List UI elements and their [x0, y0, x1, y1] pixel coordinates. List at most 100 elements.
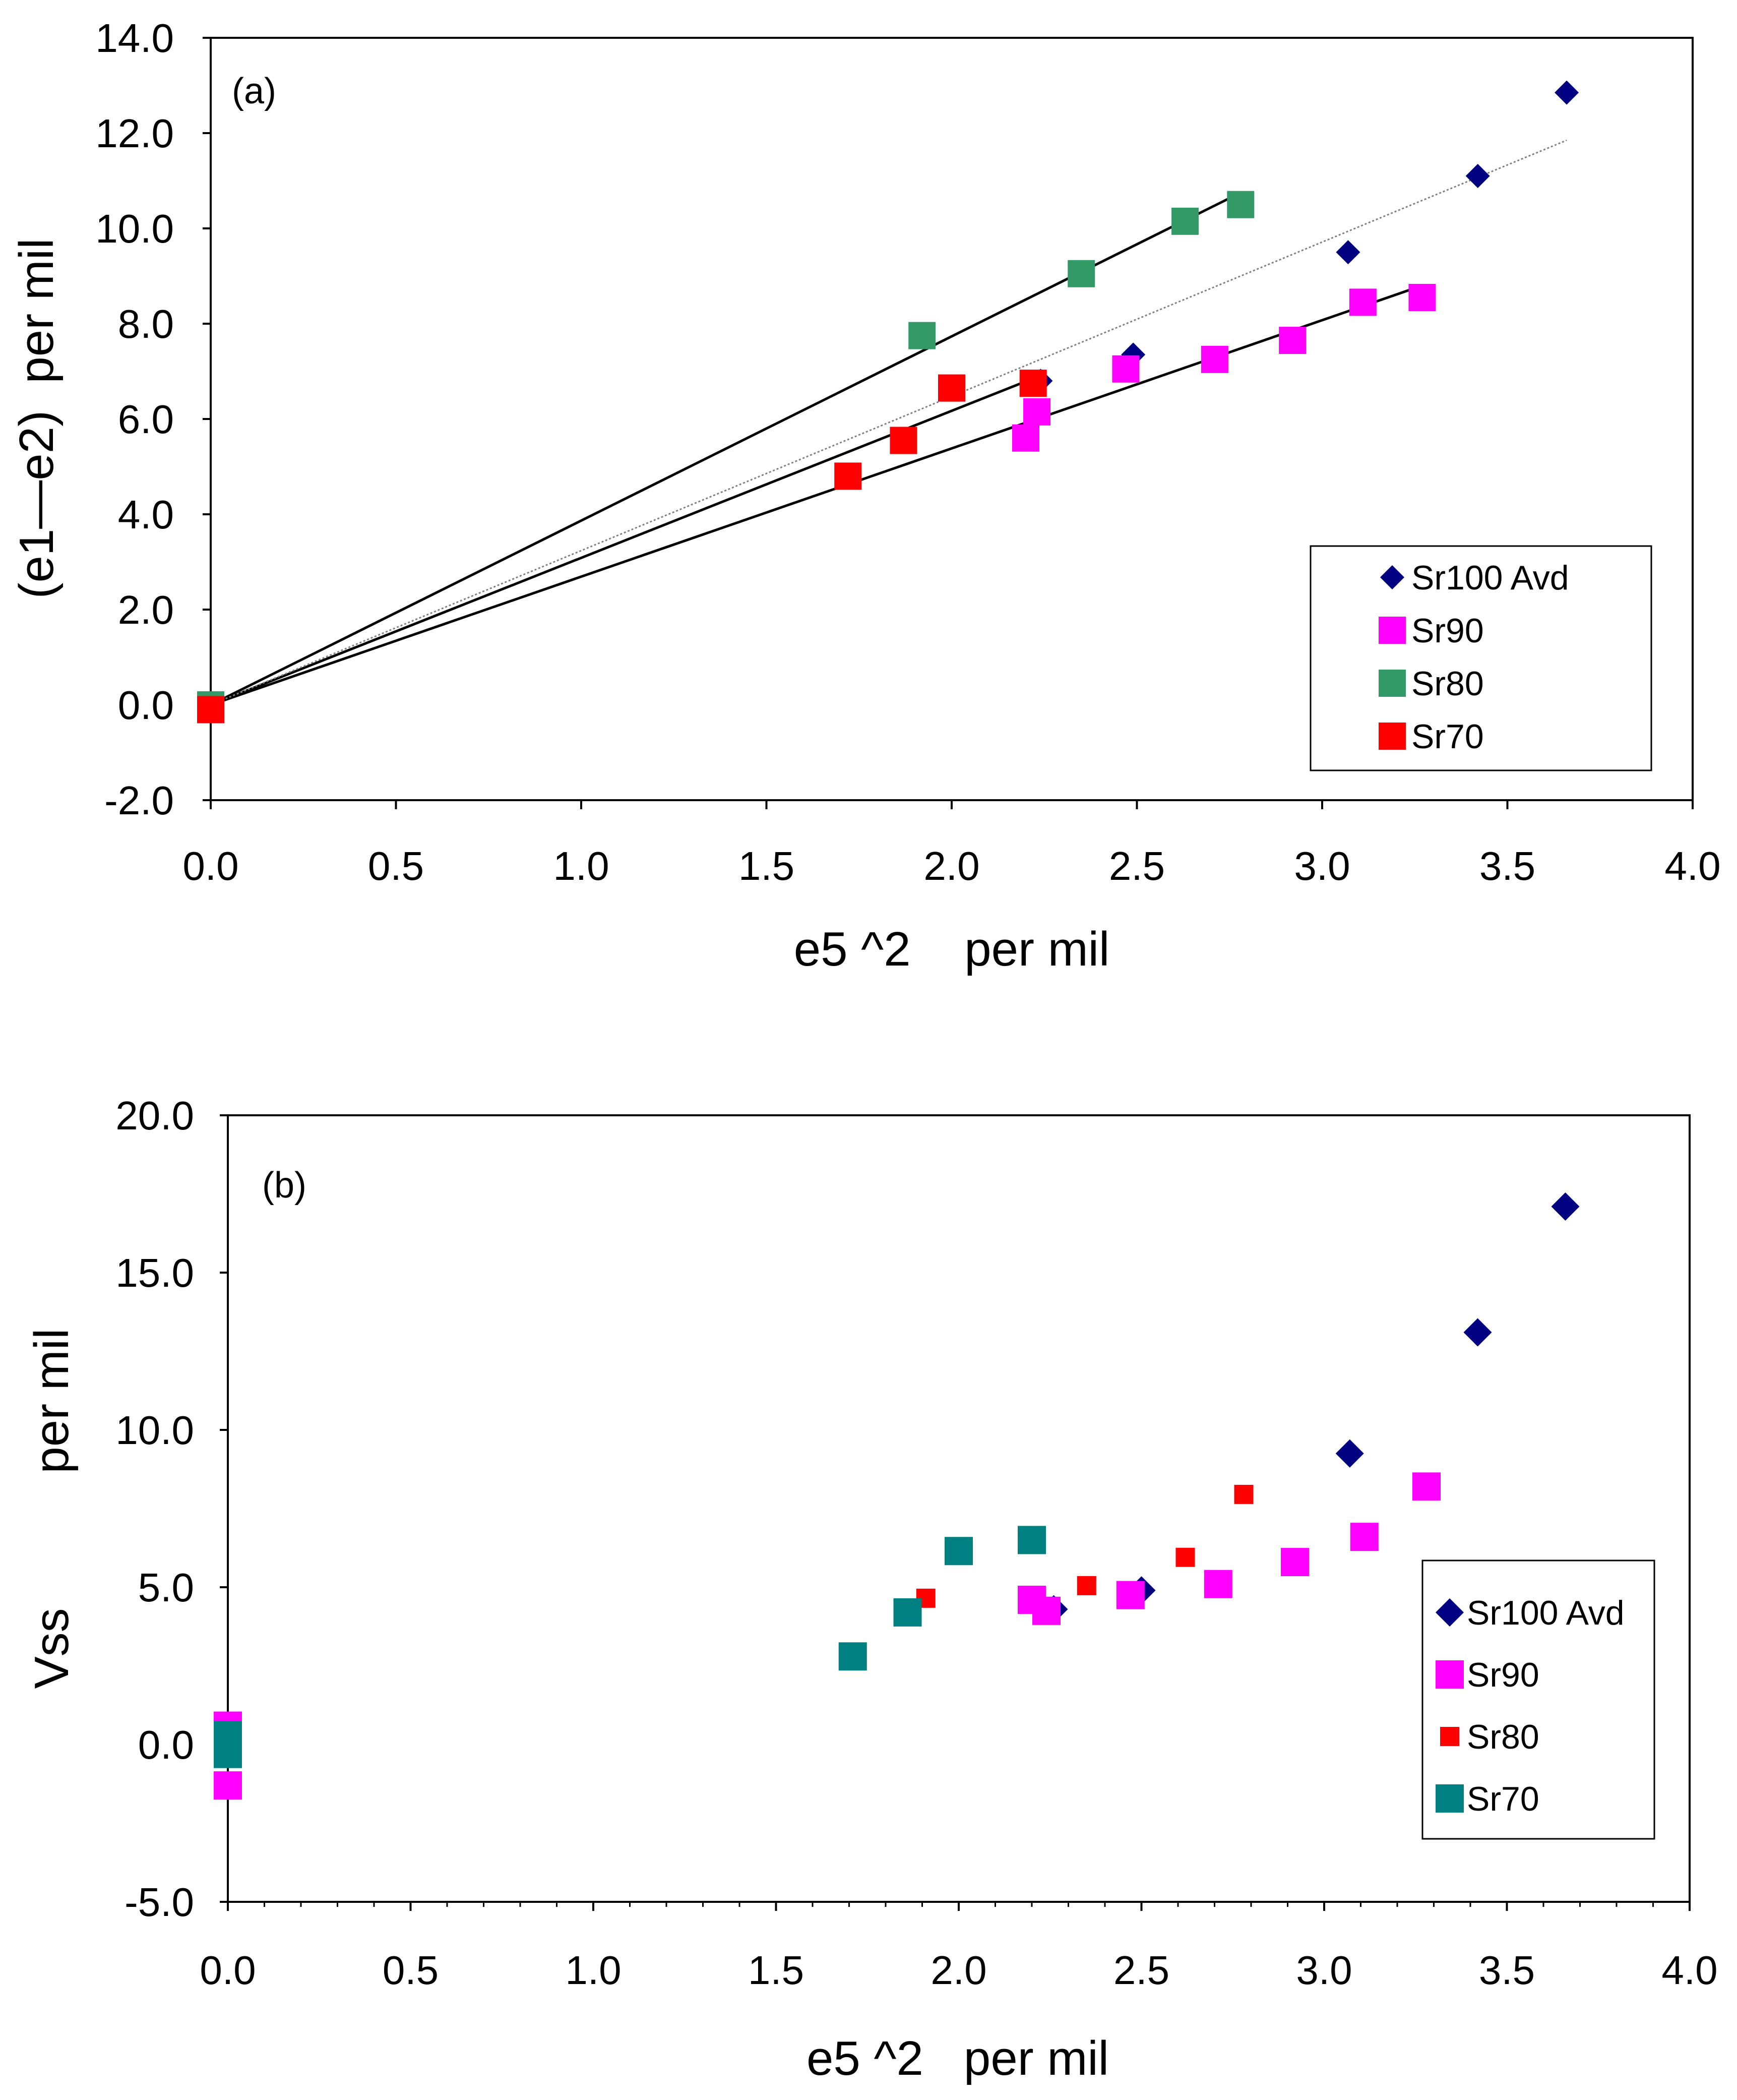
panel-b-x-tick-label: 3.0 [1296, 1948, 1352, 1993]
panel-a-y-tick-label: 10.0 [95, 206, 174, 251]
panel-a-fit-line [210, 139, 1567, 706]
panel-b-point-sr100-avd [1463, 1318, 1492, 1347]
panel-b-legend-label-sr100-avd: Sr100 Avd [1467, 1594, 1625, 1632]
panel-b-point-sr80 [1077, 1576, 1096, 1595]
panel-a-point-sr70 [834, 462, 862, 490]
panel-a-point-sr90 [1349, 288, 1377, 316]
panel-a-legend-box [1310, 545, 1652, 771]
panel-b-legend-marker-sr90 [1436, 1660, 1464, 1689]
panel-b-point-sr70 [893, 1598, 922, 1627]
panel-a-y-tick-label: 4.0 [118, 492, 174, 537]
panel-a-x-tick-label: 3.0 [1294, 844, 1350, 888]
panel-b-point-sr90 [1116, 1581, 1145, 1609]
panel-a-x-tick-label: 0.5 [368, 844, 424, 888]
panel-b-point-sr90 [1032, 1596, 1061, 1625]
panel-a-y-tick-label: 12.0 [95, 111, 174, 156]
panel-a-point-sr90 [1201, 345, 1228, 373]
panel-b-point-sr90 [1412, 1472, 1441, 1501]
panel-a-y-tick-label: 8.0 [118, 302, 174, 346]
panel-a-legend-label-sr90: Sr90 [1411, 612, 1484, 650]
panel-b-y-tick-label: -5.0 [125, 1880, 194, 1925]
panel-b-point-sr70 [1018, 1526, 1046, 1554]
panel-a-y-tick-label: -2.0 [104, 778, 174, 823]
panel-b-point-sr100-avd [1335, 1439, 1364, 1468]
panel-a-point-sr70 [938, 374, 965, 402]
panel-a-x-tick-labels: 0.0 0.5 1.0 1.5 2.0 2.5 3.0 3.5 4.0 [182, 844, 1720, 888]
panel-b-x-tick-label: 1.5 [748, 1948, 804, 1993]
panel-a-point-sr70 [890, 427, 917, 454]
panel-b-x-axis-title: e5 ^2 per mil [807, 2031, 1109, 2085]
panel-a-y-tick-label: 14.0 [95, 16, 174, 61]
panel-a-x-tick-label: 0.0 [182, 844, 238, 888]
panel-a-point-sr80 [1227, 191, 1255, 218]
panel-a-point-sr90 [1408, 284, 1436, 312]
panel-b-point-sr70 [214, 1739, 242, 1768]
panel-b-legend-marker-sr80 [1440, 1727, 1459, 1746]
panel-b-point-sr100-avd [1551, 1192, 1580, 1221]
panel-a-x-tick-label: 1.5 [738, 844, 794, 888]
panel-b-x-tick-label: 4.0 [1661, 1948, 1717, 1993]
panel-b: 20.015.010.05.00.0-5.0 0.0 0.5 1.0 1.5 2.0 2.… [25, 1093, 1718, 2085]
panel-b-x-tick-label: 0.5 [383, 1948, 439, 1993]
panel-b-point-sr80 [1234, 1484, 1254, 1504]
panel-a-y-tick-label: 2.0 [118, 587, 174, 632]
panel-a-point-sr100-avd [1336, 240, 1360, 265]
panel-b-point-sr90 [1350, 1523, 1379, 1551]
panel-b-legend-label-sr70: Sr70 [1467, 1780, 1539, 1818]
panel-a-y-tick-labels: 14.0 12.0 10.0 8.0 6.0 4.0 2.0 0.0 -2.0 [95, 16, 174, 823]
panel-a-x-tick-label: 1.0 [553, 844, 609, 888]
panel-b-y-tick-label: 5.0 [138, 1565, 194, 1610]
panel-a-legend-marker-sr80 [1379, 670, 1406, 697]
panel-a-point-sr80 [1068, 260, 1095, 287]
panel-a-points [197, 80, 1579, 724]
panel-b-label: (b) [262, 1165, 306, 1206]
panel-b-x-tick-labels: 0.0 0.5 1.0 1.5 2.0 2.5 3.0 3.5 4.0 [200, 1948, 1717, 1993]
panel-b-y-tick-label: 10.0 [115, 1408, 194, 1453]
panel-a-label: (a) [232, 71, 276, 111]
panel-b-points [214, 1192, 1580, 1800]
panel-b-x-tick-label: 2.0 [930, 1948, 986, 1993]
panel-a-point-sr70 [1019, 370, 1047, 397]
panel-b-y-tick-labels: 20.0 15.0 10.0 5.0 0.0 -5.0 [115, 1093, 194, 1925]
panel-a-point-sr90 [1023, 398, 1051, 426]
panel-a-x-axis-title: e5 ^2 per mil [794, 922, 1110, 976]
panel-b-legend-label-sr90: Sr90 [1467, 1656, 1539, 1694]
panel-a-y-tick-label: 6.0 [118, 397, 174, 442]
panel-a-legend-marker-sr70 [1379, 723, 1406, 750]
panel-a: 14.012.010.08.06.04.02.00.0-2.0 0.0 0.5 1.… [10, 16, 1721, 976]
panel-b-ticks [220, 1114, 1691, 1911]
panel-a-ticks [203, 37, 1694, 809]
panel-a-point-sr70 [197, 696, 224, 724]
panel-a-y-tick-label: 0.0 [118, 683, 174, 728]
panel-a-legend-label-sr70: Sr70 [1411, 717, 1484, 756]
panel-b-y-axis-title: Vss per mil [25, 1329, 79, 1689]
panel-a-x-tick-label: 3.5 [1479, 844, 1535, 888]
panel-a-point-sr90 [1112, 355, 1140, 383]
panel-b-y-tick-label: 0.0 [138, 1722, 194, 1767]
panel-b-legend-label-sr80: Sr80 [1467, 1718, 1539, 1756]
panel-a-legend: Sr100 Avd Sr90 Sr80 Sr70 [1310, 545, 1652, 771]
panel-a-legend-label-sr100-avd: Sr100 Avd [1411, 559, 1569, 597]
panel-b-point-sr80 [1175, 1547, 1195, 1567]
panel-b-legend-marker-sr100-avd [1436, 1598, 1464, 1627]
panel-a-point-sr90 [1279, 327, 1307, 354]
panel-b-point-sr70 [945, 1537, 973, 1566]
panel-b-legend: Sr100 Avd Sr90 Sr80 Sr70 [1421, 1559, 1655, 1840]
panel-a-legend-marker-sr90 [1379, 617, 1406, 644]
panel-a-x-tick-label: 2.0 [923, 844, 979, 888]
panel-b-point-sr90 [1281, 1548, 1309, 1577]
panel-b-x-tick-label: 1.0 [565, 1948, 621, 1993]
panel-a-point-sr100-avd [1555, 80, 1579, 105]
panel-a-y-axis-title: (e1—e2) per mil [10, 238, 64, 599]
panel-b-x-tick-label: 0.0 [200, 1948, 256, 1993]
panel-b-legend-marker-sr70 [1436, 1784, 1464, 1813]
panel-a-point-sr100-avd [1465, 164, 1490, 189]
panel-a-legend-marker-sr100-avd [1380, 565, 1404, 589]
panel-a-x-tick-label: 4.0 [1664, 844, 1720, 888]
panel-a-legend-label-sr80: Sr80 [1411, 665, 1484, 703]
panel-a-point-sr90 [1012, 424, 1039, 452]
panel-b-point-sr90 [1204, 1570, 1232, 1598]
panel-b-y-tick-label: 15.0 [115, 1250, 194, 1295]
panel-a-point-sr80 [1171, 207, 1199, 235]
